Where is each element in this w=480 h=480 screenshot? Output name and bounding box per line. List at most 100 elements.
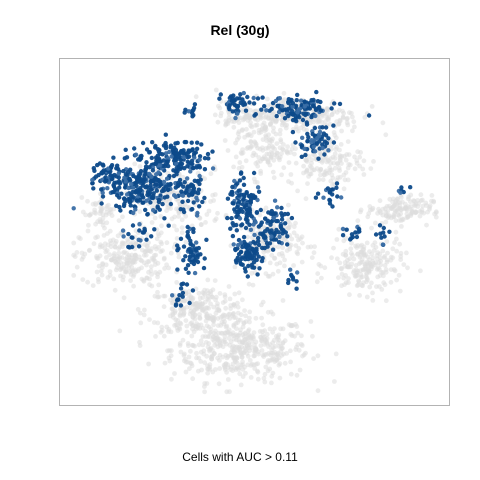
background-cell-point [326, 170, 332, 176]
auc-cell-point [116, 179, 122, 184]
background-cell-point [284, 149, 290, 155]
background-cell-point [160, 248, 165, 254]
auc-cell-point [237, 216, 243, 221]
background-cell-point [197, 315, 203, 320]
auc-cell-point [257, 266, 262, 271]
background-cell-point [384, 239, 390, 245]
background-cell-point [99, 272, 105, 278]
auc-cell-point [151, 208, 156, 213]
background-cell-point [228, 339, 234, 345]
auc-cell-point [175, 183, 181, 189]
background-cell-point [283, 125, 289, 131]
background-cell-point [176, 254, 182, 260]
background-cell-point [390, 246, 396, 252]
auc-cell-point [245, 218, 250, 223]
auc-cell-point [105, 186, 110, 191]
background-cell-point [201, 348, 207, 354]
background-cell-point [334, 119, 340, 125]
auc-cell-point [235, 255, 240, 260]
auc-cell-point [255, 197, 260, 203]
auc-cell-point [168, 201, 174, 207]
auc-cell-point [185, 234, 190, 239]
auc-cell-point [152, 227, 157, 232]
background-cell-point [341, 172, 347, 178]
auc-cell-point [238, 249, 244, 255]
background-cell-point [286, 160, 292, 166]
auc-cell-point [256, 254, 261, 259]
background-cell-point [216, 330, 221, 336]
background-cell-point [189, 320, 195, 326]
background-cell-point [271, 157, 277, 163]
auc-cell-point [264, 108, 269, 113]
auc-cell-point [230, 221, 235, 226]
background-cell-point [351, 119, 357, 125]
auc-cell-point [251, 222, 256, 227]
auc-cell-point [315, 191, 321, 196]
background-cell-point [368, 166, 374, 172]
auc-cell-point [178, 303, 184, 308]
auc-cell-point [173, 157, 178, 163]
background-cell-point [241, 321, 247, 326]
background-cell-point [251, 129, 257, 135]
background-cell-point [350, 128, 355, 134]
auc-cell-point [181, 244, 187, 249]
auc-cell-point [90, 180, 95, 186]
background-cell-point [300, 240, 305, 246]
background-cell-point [242, 308, 248, 313]
background-cell-point [259, 302, 264, 308]
auc-cell-point [123, 172, 129, 177]
background-cell-point [205, 370, 211, 376]
background-cell-point [113, 267, 119, 273]
background-cell-point [337, 260, 343, 266]
background-cell-point [192, 316, 198, 322]
background-cell-point [309, 157, 315, 163]
auc-cell-point [192, 102, 198, 107]
auc-cell-point [330, 187, 335, 192]
background-cell-point [255, 163, 261, 169]
auc-cell-point [233, 247, 238, 253]
background-cell-point [420, 203, 426, 209]
auc-cell-point [188, 169, 193, 174]
background-cell-point [261, 375, 267, 381]
auc-cell-point [130, 235, 135, 240]
background-cell-point [433, 210, 439, 216]
background-cell-point [188, 348, 193, 354]
background-cell-point [375, 274, 381, 280]
background-cell-point [288, 371, 294, 377]
auc-cell-point [148, 187, 154, 192]
background-cell-point [314, 166, 320, 171]
background-cell-point [398, 257, 404, 262]
auc-cell-point [399, 185, 404, 190]
background-cell-point [354, 158, 360, 163]
background-cell-point [238, 150, 244, 156]
auc-cell-point [175, 267, 180, 272]
background-cell-point [296, 237, 301, 243]
background-cell-point [240, 374, 246, 379]
background-cell-point [377, 267, 382, 272]
background-cell-point [194, 350, 199, 356]
background-cell-point [168, 353, 174, 359]
background-cell-point [175, 318, 181, 323]
auc-cell-point [162, 216, 167, 221]
auc-cell-point [195, 255, 200, 260]
background-cell-point [279, 251, 285, 256]
background-cell-point [144, 248, 150, 253]
background-cell-point [248, 120, 253, 125]
background-cell-point [256, 127, 262, 133]
auc-cell-point [276, 230, 281, 235]
background-cell-point [183, 369, 189, 375]
background-cell-point [137, 209, 143, 215]
background-cell-point [181, 310, 187, 316]
auc-cell-point [170, 293, 175, 298]
background-cell-point [205, 277, 211, 283]
auc-cell-point [290, 129, 296, 135]
background-cell-point [212, 192, 218, 197]
auc-cell-point [229, 216, 234, 221]
background-cell-point [275, 268, 281, 274]
auc-cell-point [247, 249, 252, 254]
auc-cell-point [117, 185, 122, 190]
background-cell-point [370, 298, 376, 303]
background-cell-point [147, 317, 152, 322]
background-cell-point [200, 325, 206, 331]
auc-cell-point [356, 226, 362, 232]
